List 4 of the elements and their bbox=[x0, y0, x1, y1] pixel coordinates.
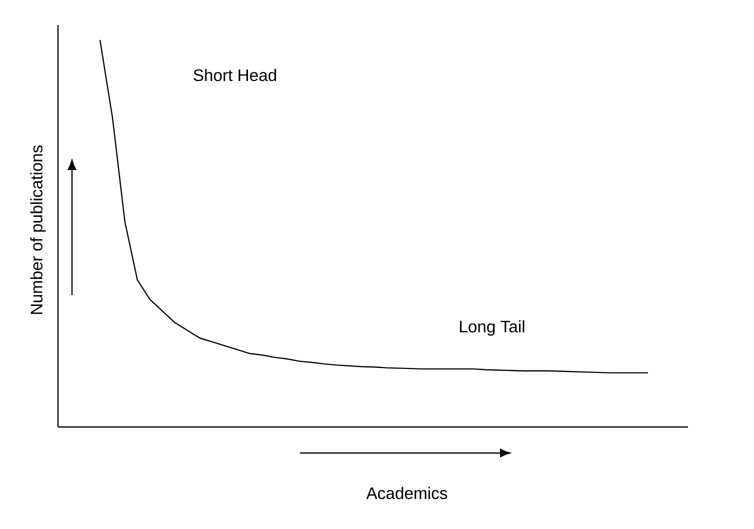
y-axis-title: Number of publications bbox=[30, 145, 46, 314]
x-axis-title: Academics bbox=[366, 486, 448, 500]
annotation: Short Head bbox=[194, 68, 276, 82]
annotation: Long Tail bbox=[460, 320, 524, 336]
